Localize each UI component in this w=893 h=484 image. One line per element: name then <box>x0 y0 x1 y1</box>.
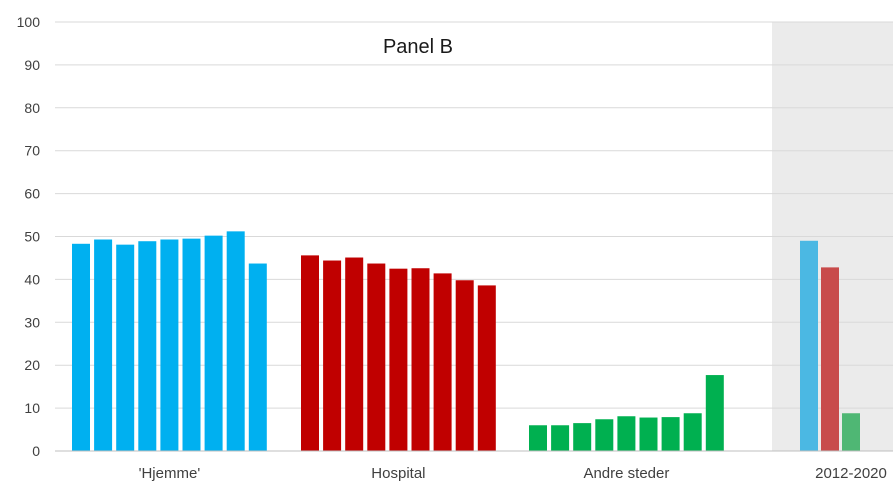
y-tick-label: 30 <box>24 314 40 330</box>
summary-bar-1 <box>800 240 818 451</box>
bar-2-2 <box>323 260 342 451</box>
y-tick-label: 40 <box>24 271 40 287</box>
bar-3-5 <box>617 416 636 451</box>
bar-1-8 <box>226 231 245 451</box>
category-labels: 'Hjemme' Hospital Andre steder 2012-2020 <box>139 465 887 482</box>
chart-title: Panel B <box>383 36 453 58</box>
bar-1-1 <box>72 243 90 451</box>
bar-1-4 <box>138 241 157 451</box>
bar-1-5 <box>160 239 179 451</box>
category-label: 'Hjemme' <box>139 465 201 482</box>
bar-3-8 <box>683 413 702 451</box>
bar-2-4 <box>367 263 386 451</box>
bar-1-2 <box>94 239 113 451</box>
summary-bar-2 <box>821 267 839 451</box>
category-label: Hospital <box>371 465 425 482</box>
bar-3-4 <box>595 419 614 451</box>
bar-2-8 <box>455 280 474 451</box>
bar-3-7 <box>661 417 680 451</box>
gridlines <box>55 21 893 409</box>
bar-3-6 <box>639 417 658 451</box>
bars <box>72 231 860 451</box>
bar-2-5 <box>389 268 408 451</box>
y-tick-label: 0 <box>32 443 40 459</box>
bar-2-6 <box>411 268 430 451</box>
y-tick-label: 70 <box>24 143 40 159</box>
bar-2-1 <box>301 255 319 451</box>
bar-3-9 <box>705 375 724 451</box>
bar-2-9 <box>477 285 496 451</box>
y-axis-ticks: 0 10 20 30 40 50 60 70 80 90 100 <box>17 14 41 459</box>
summary-bar-3 <box>842 413 860 451</box>
category-label: Andre steder <box>583 465 669 482</box>
bar-1-7 <box>204 235 223 451</box>
y-tick-label: 20 <box>24 357 40 373</box>
bar-3-2 <box>551 425 570 451</box>
bar-1-6 <box>182 238 201 451</box>
category-label: 2012-2020 <box>815 465 887 482</box>
bar-3-1 <box>529 425 547 451</box>
y-tick-label: 90 <box>24 57 40 73</box>
bar-2-3 <box>345 257 364 451</box>
bar-1-9 <box>248 263 267 451</box>
y-tick-label: 100 <box>17 14 41 30</box>
y-tick-label: 60 <box>24 186 40 202</box>
bar-3-3 <box>573 423 592 451</box>
bar-1-3 <box>116 244 135 451</box>
y-tick-label: 10 <box>24 400 40 416</box>
y-tick-label: 80 <box>24 100 40 116</box>
bar-2-7 <box>433 273 452 451</box>
y-tick-label: 50 <box>24 229 40 245</box>
